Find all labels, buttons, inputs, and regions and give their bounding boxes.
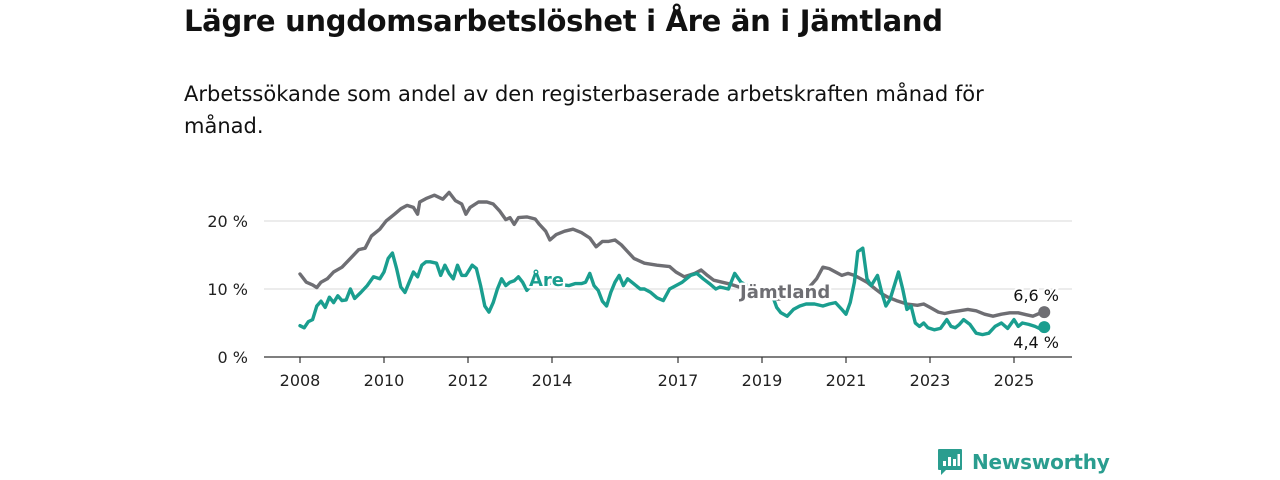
end-label-are: 4,4 % — [1013, 333, 1059, 352]
x-tick-label: 2008 — [280, 371, 321, 390]
series-line-jamtland — [298, 190, 1046, 318]
axes: 0 % 10 % 20 % 2008 2010 2012 2014 2017 2019 2021 2… — [207, 212, 1072, 390]
brand-name: Newsworthy — [972, 450, 1110, 474]
series-line-are — [298, 246, 1046, 337]
x-tick-label: 2010 — [364, 371, 405, 390]
series-label-jamtland: Jämtland — [738, 282, 830, 303]
x-tick-label: 2021 — [826, 371, 867, 390]
x-tick-label: 2017 — [658, 371, 699, 390]
y-tick-label: 20 % — [207, 212, 248, 231]
x-tick-label: 2023 — [910, 371, 951, 390]
chart-subtitle: Arbetssökande som andel av den registerb… — [184, 82, 984, 138]
x-tick-label: 2012 — [448, 371, 489, 390]
x-tick-label: 2025 — [994, 371, 1035, 390]
end-point-jamtland — [1038, 306, 1051, 319]
newsworthy-brand: Newsworthy — [937, 448, 1110, 476]
x-tick-label: 2014 — [532, 371, 573, 390]
end-label-jamtland: 6,6 % — [1013, 286, 1059, 305]
chart-title: Lägre ungdomsarbetslöshet i Åre än i Jäm… — [184, 4, 943, 38]
series-lines — [298, 190, 1051, 337]
y-tick-label: 10 % — [207, 280, 248, 299]
series-label-are: Åre — [529, 268, 564, 291]
newsworthy-logo-icon — [938, 449, 962, 475]
gridlines — [264, 220, 1072, 290]
y-tick-label: 0 % — [218, 348, 248, 367]
series-labels: Jämtland Åre 6,6 % 4,4 % — [527, 266, 1062, 355]
end-point-are — [1038, 321, 1051, 334]
x-tick-label: 2019 — [742, 371, 783, 390]
